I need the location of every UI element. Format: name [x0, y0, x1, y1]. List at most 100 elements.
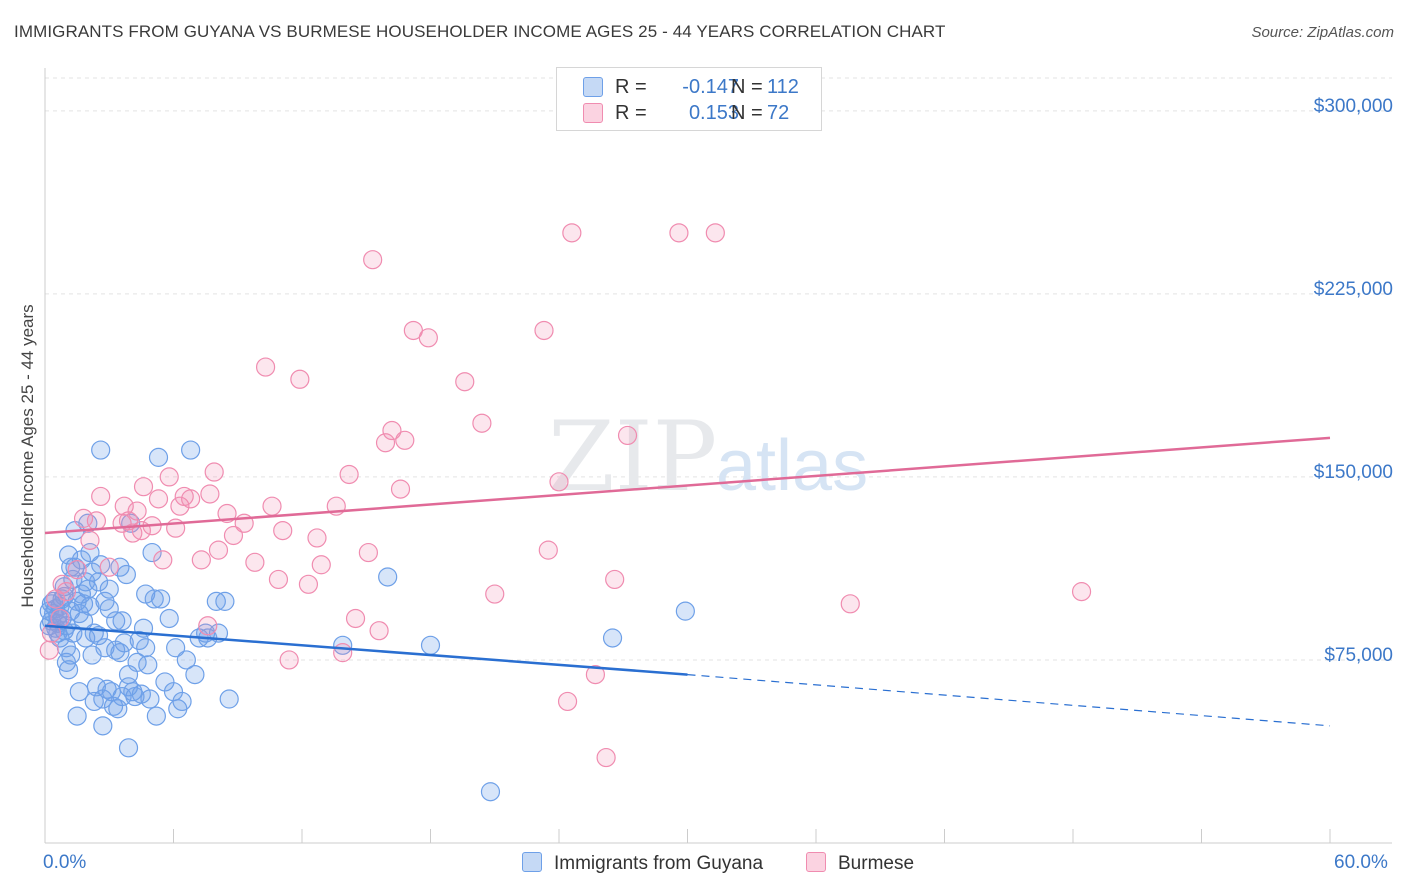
burmese-point	[596, 747, 616, 768]
burmese-point	[395, 430, 415, 450]
burmese-point	[204, 462, 224, 482]
watermark-atlas: atlas	[716, 426, 868, 506]
guyana-point	[136, 638, 156, 658]
guyana-point	[159, 608, 179, 629]
burmese-point	[279, 650, 299, 670]
burmese-point	[223, 525, 244, 546]
burmese-point	[418, 328, 438, 348]
guyana-point	[108, 699, 128, 719]
burmese-point	[208, 540, 229, 560]
guyana-point	[420, 635, 441, 655]
guyana-point	[82, 645, 102, 665]
burmese-point	[298, 574, 319, 594]
burmese-point	[273, 520, 293, 541]
burmese-point	[268, 569, 289, 590]
guyana-point	[93, 716, 113, 736]
burmese-point	[585, 664, 606, 685]
guyana-point	[118, 738, 139, 758]
burmese-point	[262, 496, 282, 516]
burmese-point	[390, 479, 411, 499]
burmese-point	[91, 486, 111, 507]
burmese-point	[363, 250, 383, 270]
burmese-point	[41, 623, 62, 643]
burmese-point	[191, 550, 211, 570]
legend-swatch-guyana	[583, 77, 603, 97]
guyana-point	[95, 591, 115, 611]
legend-swatch-burmese	[583, 103, 603, 123]
burmese-point	[133, 477, 154, 497]
burmese-point	[562, 223, 582, 243]
burmese-point	[455, 372, 475, 392]
legend-r-value: 0.153	[688, 102, 739, 124]
guyana-point	[172, 691, 192, 712]
guyana-point	[142, 542, 162, 563]
legend-swatch-guyana	[522, 852, 542, 872]
guyana-point	[602, 628, 623, 648]
burmese-trend-line	[44, 436, 1331, 535]
guyana-point	[43, 591, 64, 611]
burmese-point	[840, 594, 860, 614]
guyana-point	[144, 589, 164, 609]
burmese-point	[56, 582, 77, 602]
burmese-point	[159, 467, 179, 487]
legend-n-value: 112	[767, 76, 799, 98]
legend-r-label: R =	[615, 76, 647, 98]
burmese-point	[245, 552, 265, 572]
burmese-point	[534, 320, 554, 341]
burmese-point	[485, 584, 505, 604]
burmese-point	[557, 691, 578, 712]
burmese-point	[255, 357, 276, 377]
x-tick-min: 0.0%	[43, 852, 87, 873]
x-tick-max: 60.0%	[1334, 852, 1388, 873]
y-tick-label: $75,000	[1324, 644, 1393, 666]
y-axis-label: Householder Income Ages 25 - 44 years	[18, 304, 37, 608]
burmese-point	[345, 608, 366, 629]
burmese-point	[170, 496, 190, 516]
guyana-point	[185, 664, 205, 685]
watermark-zip: ZIP	[548, 401, 717, 513]
legend-item-guyana[interactable]: Immigrants from Guyana	[522, 852, 763, 875]
burmese-point	[307, 528, 327, 548]
burmese-point	[669, 223, 689, 243]
guyana-point	[151, 589, 171, 609]
guyana-point	[110, 643, 130, 663]
burmese-point	[39, 640, 59, 660]
burmese-point	[200, 484, 220, 504]
burmese-point	[617, 425, 638, 446]
guyana-point	[116, 564, 136, 585]
source-label: Source: ZipAtlas.com	[1251, 24, 1394, 41]
guyana-trend-extension	[687, 673, 1331, 727]
legend-item-burmese[interactable]: Burmese	[806, 852, 914, 875]
chart-title: IMMIGRANTS FROM GUYANA VS BURMESE HOUSEH…	[14, 22, 946, 41]
guyana-point	[88, 572, 109, 592]
burmese-point	[127, 501, 147, 521]
guyana-point	[61, 645, 81, 665]
burmese-point	[99, 557, 119, 577]
burmese-point	[290, 369, 310, 389]
burmese-point	[705, 223, 725, 243]
legend-label-guyana: Immigrants from Guyana	[554, 853, 764, 874]
y-tick-label: $225,000	[1313, 278, 1393, 300]
burmese-point	[86, 511, 107, 531]
burmese-point	[375, 433, 396, 453]
burmese-point	[198, 616, 218, 636]
gridlines	[45, 77, 1392, 661]
correlation-legend: R = -0.147 N = 112 R = 0.153 N = 72	[556, 67, 822, 131]
burmese-point	[1071, 582, 1092, 602]
guyana-point	[114, 633, 134, 653]
burmese-point	[339, 464, 359, 485]
legend-swatch-burmese	[806, 852, 826, 872]
guyana-point	[215, 591, 235, 611]
y-tick-label: $150,000	[1313, 461, 1393, 483]
legend-label-burmese: Burmese	[838, 853, 915, 874]
guyana-point	[129, 630, 149, 651]
guyana-point	[219, 689, 239, 709]
burmese-point	[50, 608, 70, 629]
legend-n-label: N =	[731, 102, 763, 124]
trend-lines	[44, 436, 1331, 727]
burmese-point	[605, 569, 625, 590]
burmese-point	[153, 550, 173, 570]
guyana-point	[99, 579, 119, 599]
y-tick-label: $300,000	[1313, 95, 1393, 117]
